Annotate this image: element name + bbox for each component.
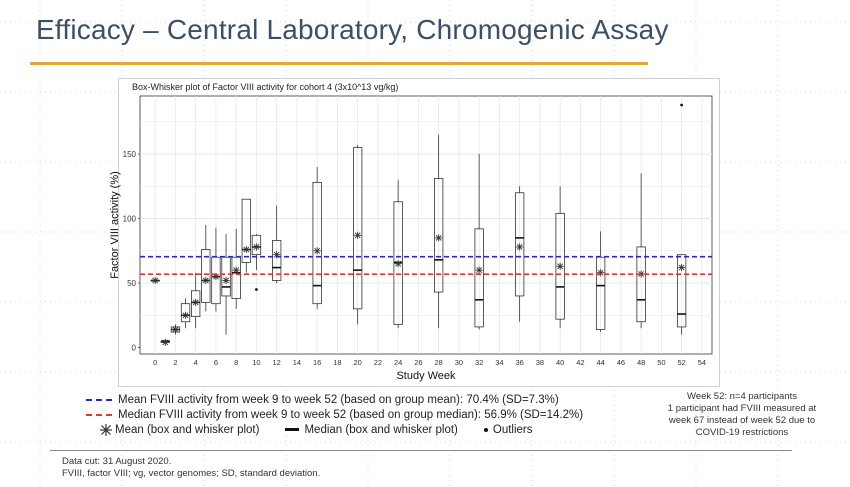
outlier-point bbox=[680, 103, 684, 107]
box bbox=[251, 234, 262, 256]
mean-marker bbox=[242, 245, 250, 254]
mean-marker bbox=[151, 276, 159, 285]
y-tick-label: 0 bbox=[132, 344, 137, 353]
legend-outliers-label: Outliers bbox=[492, 423, 533, 436]
x-tick-label: 38 bbox=[536, 358, 544, 367]
box bbox=[636, 246, 646, 323]
title-underline bbox=[30, 62, 648, 65]
mean-marker bbox=[678, 263, 686, 272]
x-tick-label: 2 bbox=[173, 358, 177, 367]
box bbox=[241, 198, 251, 263]
x-tick-label: 36 bbox=[515, 358, 523, 367]
note-line-2: 1 participant had FVIII measured at bbox=[667, 403, 817, 414]
box bbox=[434, 178, 444, 293]
x-tick-label: 22 bbox=[374, 358, 382, 367]
x-tick-label: 46 bbox=[617, 358, 625, 367]
asterisk-icon bbox=[100, 423, 112, 436]
x-tick-label: 18 bbox=[333, 358, 341, 367]
mean-marker bbox=[192, 298, 200, 306]
mean-marker bbox=[313, 247, 321, 255]
x-tick-label: 4 bbox=[194, 358, 198, 367]
legend-median-reference: Median FVIII activity from week 9 to wee… bbox=[86, 407, 583, 422]
mean-marker bbox=[161, 338, 169, 346]
mean-marker bbox=[202, 276, 210, 285]
outlier-point bbox=[255, 288, 258, 291]
note-line-4: COVID-19 restrictions bbox=[695, 427, 789, 438]
red-dashed-line-icon bbox=[86, 413, 112, 416]
mean-marker bbox=[252, 243, 261, 251]
mean-marker bbox=[232, 266, 240, 274]
mean-marker bbox=[475, 266, 483, 274]
mean-marker bbox=[181, 311, 190, 319]
week-52-note: Week 52: n=4 participants 1 participant … bbox=[652, 391, 832, 439]
x-tick-label: 44 bbox=[596, 358, 604, 367]
mean-marker bbox=[394, 260, 402, 268]
x-tick-label: 0 bbox=[153, 358, 157, 367]
y-tick-label: 50 bbox=[127, 279, 136, 288]
mean-marker bbox=[354, 231, 362, 239]
note-line-3: week 67 instead of week 52 due to bbox=[668, 415, 816, 426]
mean-marker bbox=[222, 276, 230, 285]
box bbox=[201, 249, 211, 303]
box bbox=[312, 182, 322, 305]
mean-marker bbox=[637, 270, 645, 278]
box bbox=[353, 147, 363, 310]
x-tick-label: 8 bbox=[234, 358, 238, 367]
footer-data-cut: Data cut: 31 August 2020. bbox=[62, 456, 172, 467]
legend-mean-symbol-label: Mean (box and whisker plot) bbox=[115, 423, 260, 436]
x-tick-label: 16 bbox=[313, 358, 321, 367]
box bbox=[474, 228, 484, 328]
y-axis-label: Factor VIII activity (%) bbox=[109, 171, 121, 279]
x-tick-label: 54 bbox=[698, 358, 706, 367]
blue-dashed-line-icon bbox=[86, 398, 112, 401]
legend-median-reference-label: Median FVIII activity from week 9 to wee… bbox=[118, 408, 584, 421]
footer: Data cut: 31 August 2020. FVIII, factor … bbox=[62, 456, 320, 480]
x-tick-label: 48 bbox=[637, 358, 645, 367]
legend: Mean FVIII activity from week 9 to week … bbox=[86, 392, 583, 437]
y-tick-label: 100 bbox=[123, 215, 137, 224]
x-tick-label: 14 bbox=[293, 358, 301, 367]
x-tick-label: 30 bbox=[455, 358, 463, 367]
footer-abbreviations: FVIII, factor VIII; vg, vector genomes; … bbox=[62, 468, 321, 479]
x-tick-label: 50 bbox=[657, 358, 665, 367]
x-tick-label: 26 bbox=[414, 358, 422, 367]
chart-title: Box-Whisker plot of Factor VIII activity… bbox=[132, 82, 399, 92]
box bbox=[191, 290, 201, 317]
legend-symbols: Mean (box and whisker plot) Median (box … bbox=[86, 422, 583, 437]
legend-mean-reference-label: Mean FVIII activity from week 9 to week … bbox=[118, 393, 559, 406]
box bbox=[676, 254, 687, 328]
dot-icon bbox=[483, 427, 488, 432]
mean-marker bbox=[435, 234, 443, 242]
x-tick-label: 40 bbox=[556, 358, 564, 367]
x-tick-label: 42 bbox=[576, 358, 584, 367]
mean-marker bbox=[171, 325, 180, 334]
legend-mean-reference: Mean FVIII activity from week 9 to week … bbox=[86, 392, 583, 407]
box bbox=[514, 192, 525, 297]
box bbox=[180, 303, 191, 323]
x-tick-label: 52 bbox=[677, 358, 685, 367]
x-tick-label: 28 bbox=[434, 358, 442, 367]
footer-divider bbox=[50, 450, 792, 451]
x-tick-label: 12 bbox=[273, 358, 281, 367]
box bbox=[221, 256, 231, 297]
x-tick-label: 20 bbox=[353, 358, 361, 367]
x-tick-label: 6 bbox=[214, 358, 218, 367]
box bbox=[555, 212, 565, 320]
x-tick-label: 24 bbox=[394, 358, 402, 367]
legend-median-symbol-label: Median (box and whisker plot) bbox=[304, 423, 458, 436]
mean-marker bbox=[597, 269, 605, 277]
slide-title: Efficacy – Central Laboratory, Chromogen… bbox=[36, 14, 669, 45]
plot-panel bbox=[139, 95, 713, 355]
box bbox=[272, 240, 282, 281]
mean-marker bbox=[516, 243, 524, 251]
x-tick-label: 10 bbox=[252, 358, 260, 367]
x-axis-label: Study Week bbox=[396, 370, 456, 382]
y-tick-label: 150 bbox=[123, 150, 137, 159]
black-line-icon bbox=[285, 428, 300, 431]
x-tick-label: 32 bbox=[475, 358, 483, 367]
note-line-1: Week 52: n=4 participants bbox=[687, 391, 797, 402]
x-tick-label: 34 bbox=[495, 358, 503, 367]
mean-marker bbox=[556, 262, 564, 270]
